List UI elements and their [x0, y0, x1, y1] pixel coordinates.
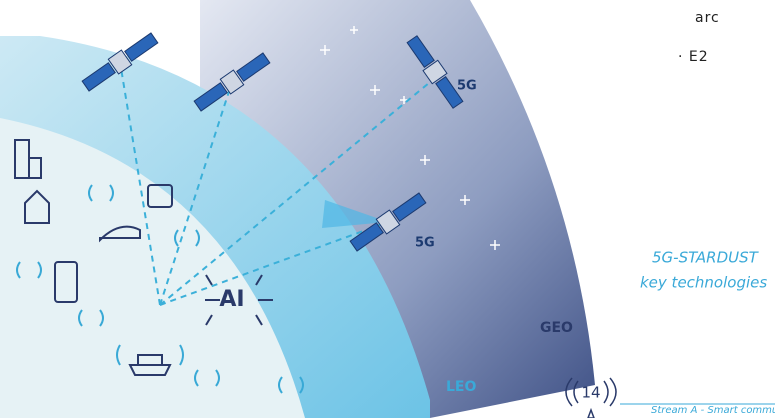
body-text: arc — [695, 10, 720, 26]
satellite-label: 5G — [457, 79, 477, 94]
caption: key technologies — [640, 274, 767, 292]
page-number-ornament — [565, 377, 617, 418]
page-number: 14 — [581, 384, 600, 402]
footer: Stream A - Smart commu — [651, 405, 775, 416]
orbit-label: GEO — [540, 320, 573, 336]
orbit-label: LEO — [446, 379, 476, 395]
body-text: · E2 — [678, 49, 709, 65]
satellite-label: 5G — [415, 236, 435, 251]
ground-band — [0, 118, 305, 418]
stars — [320, 26, 500, 250]
caption: 5G-STARDUST — [652, 249, 760, 267]
links — [119, 61, 436, 306]
ground-icons — [14, 139, 304, 394]
ai-label: AI — [219, 287, 244, 312]
satellites — [81, 32, 464, 252]
